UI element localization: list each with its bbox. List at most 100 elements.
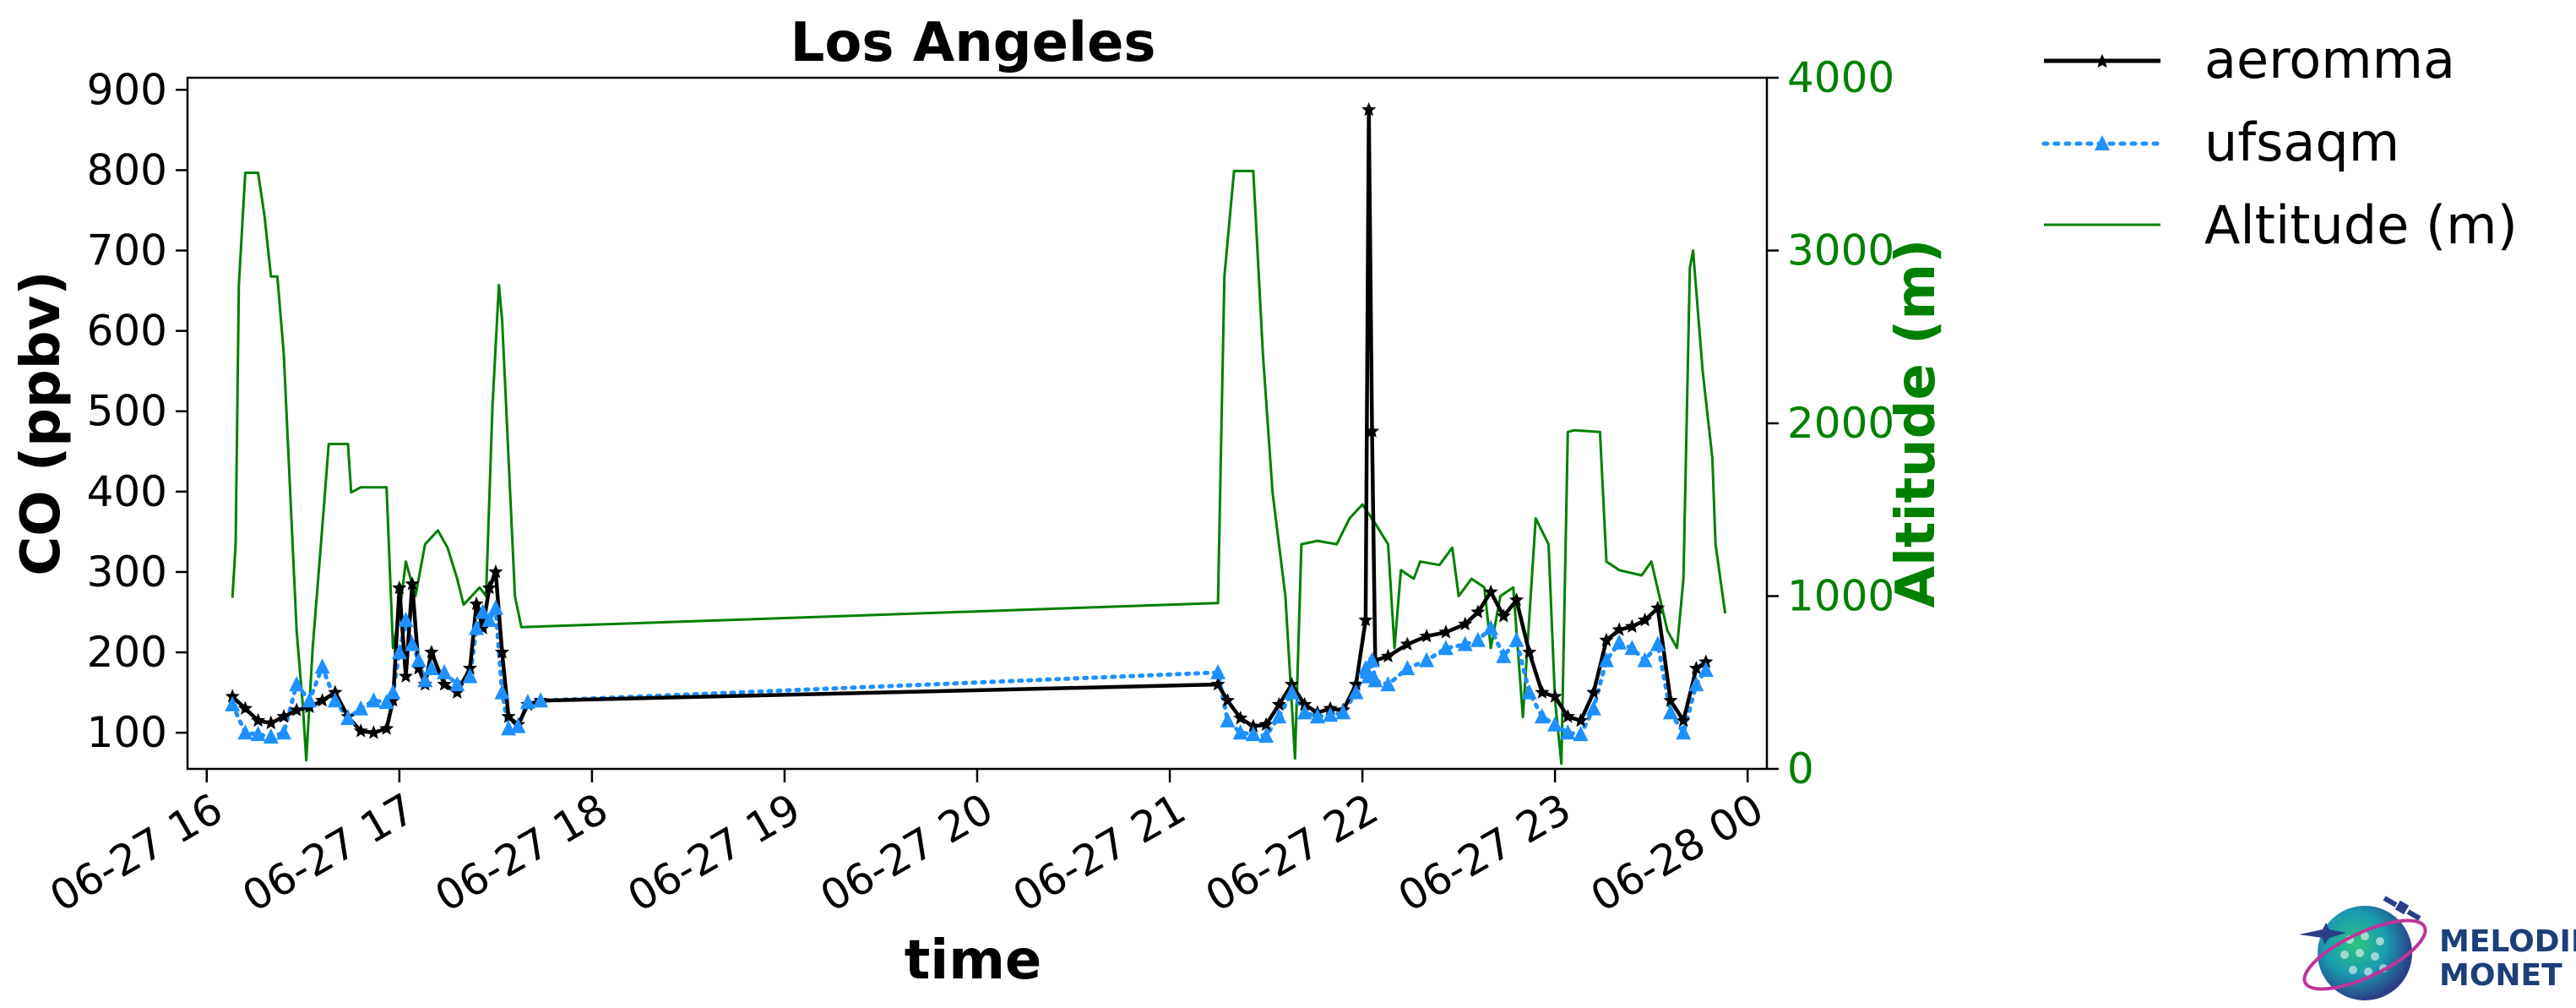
ufsaqm-point [462,667,478,684]
ufsaqm-point [1364,651,1380,667]
aeromma-point [237,700,253,715]
aeromma-point [1258,716,1274,731]
aeromma-point [1348,677,1364,691]
axes-layer: 06-27 16 06-27 17 06-27 18 06-27 19 06-27 20… [42,53,1895,922]
x-tick-label: 06-27 18 [427,784,617,922]
aeromma-point [1586,684,1601,699]
aeromma-point [462,661,477,675]
ufsaqm-point [519,694,535,710]
ufsaqm-point [1534,708,1550,724]
ufsaqm-point [314,658,330,674]
airplane-icon [2299,923,2346,945]
ufsaqm-point [340,710,356,726]
ufsaqm-point [1470,631,1486,647]
aeromma-point [1380,648,1396,663]
y-tick-label: 100 [87,708,167,757]
ufsaqm-point [1663,704,1678,720]
aeromma-point [1220,693,1235,707]
aeromma-point [366,725,381,739]
ufsaqm-point [1245,726,1261,742]
ufsaqm-point [1508,631,1524,647]
aeromma-point [1233,711,1248,725]
aeromma-point [481,580,497,595]
ufsaqm-point [533,692,549,708]
ufsaqm-point [487,599,503,615]
ufsaqm-point [405,635,421,651]
aeromma-point [1573,712,1589,727]
y2-tick-label: 2000 [1787,399,1894,448]
aeromma-point [476,620,491,635]
ufsaqm-point [423,660,439,676]
ufsaqm-point [494,684,510,700]
legend: aeromma ufsaqm Altitude (m) [2041,29,2518,256]
aeromma-point [1560,709,1575,723]
ufsaqm-point [410,651,427,667]
ufsaqm-point [391,644,407,660]
aeromma-point [437,677,452,691]
legend-aeromma-label: aeromma [2204,29,2455,90]
y-tick-label: 500 [87,387,167,436]
y-tick-label: 800 [87,145,167,194]
aeromma-point [1358,613,1373,627]
ufsaqm-point [1399,660,1416,676]
aeromma-point [392,580,407,595]
aeromma-point [1361,102,1377,117]
y2-tick-label: 4000 [1787,53,1894,102]
aeromma-point [1458,616,1473,631]
ufsaqm-point [263,728,279,744]
ufsaqm-point [1367,672,1383,688]
ufsaqm-point [250,726,266,742]
legend-ufsaqm-label: ufsaqm [2204,112,2399,173]
ufsaqm-point [1599,651,1614,667]
aeromma-point [424,645,439,659]
aeromma-point [1509,592,1524,607]
satellite-icon [2383,896,2421,921]
aeromma-point [315,693,330,707]
ufsaqm-point [1419,651,1435,667]
x-tick-label: 06-28 00 [1583,784,1772,922]
aeromma-point [379,721,394,735]
series-ufsaqm-line [230,601,1709,739]
ufsaqm-point [1649,635,1666,651]
aeromma-point [411,661,427,675]
series-layer [225,102,1727,766]
aeromma-point [1535,684,1550,699]
aeromma-point [1297,696,1312,711]
aeromma-point [1624,618,1639,633]
aeromma-point [225,689,240,703]
aeromma-point [1611,622,1627,636]
melodies-monet-logo: MELODIES MONET [2299,896,2576,1000]
x-tick-label: 06-27 17 [235,784,424,922]
aeromma-point [398,668,413,683]
y-tick-label: 900 [87,65,167,114]
aeromma-point [353,723,368,738]
ufsaqm-point [1232,724,1248,740]
aeromma-point [328,684,343,699]
ufsaqm-point [1457,635,1473,651]
series-altitude-line [231,169,1727,766]
ufsaqm-point [1698,662,1714,677]
y-tick-label: 200 [87,628,167,677]
y2-tick-label: 3000 [1787,226,1894,275]
ufsaqm-point [385,684,401,700]
aeromma-point [1399,636,1415,651]
aeromma-point [1470,604,1486,618]
aeromma-point [1599,632,1614,647]
ufsaqm-point [510,717,526,733]
ufsaqm-point [1547,716,1563,732]
x-tick-label: 06-27 23 [1390,784,1579,922]
y-tick-label: 600 [87,307,167,356]
aeromma-point [1438,624,1454,639]
ufsaqm-point [276,724,291,740]
aeromma-point [405,576,420,591]
ufsaqm-point [1335,704,1351,720]
ufsaqm-point [378,694,394,710]
aeromma-point [1698,654,1714,668]
aeromma-point [1483,584,1498,598]
aeromma-point [1271,696,1286,711]
aeromma-point [1522,645,1537,659]
ufsaqm-point [1637,651,1653,667]
ufsaqm-point [1611,634,1628,650]
aeromma-point [449,684,465,699]
